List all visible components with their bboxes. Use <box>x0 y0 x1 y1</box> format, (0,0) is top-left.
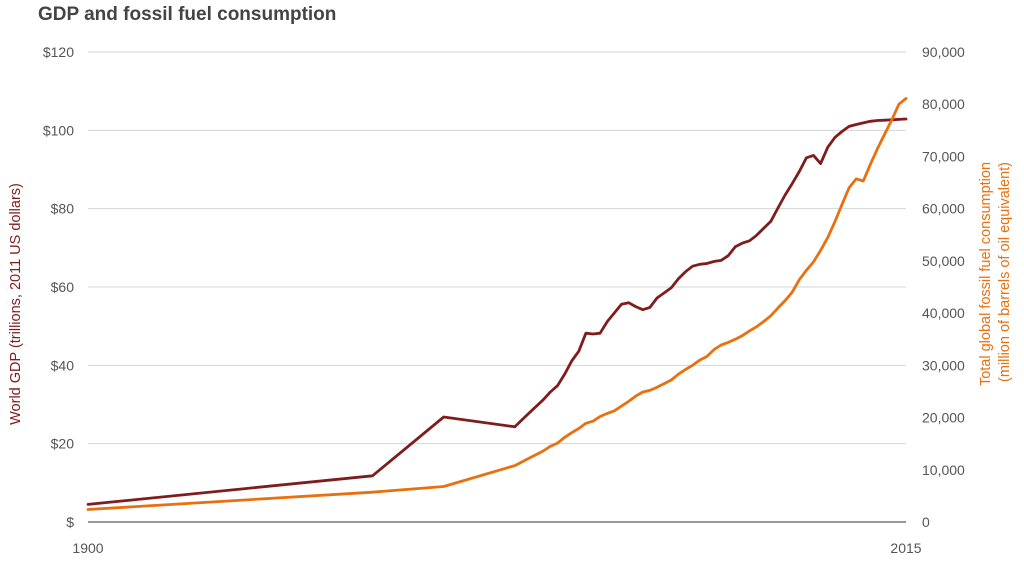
right-tick-label-9: 90,000 <box>922 44 965 60</box>
left-tick-label-2: $40 <box>51 357 75 373</box>
left-axis-ticks: $ $20 $40 $60 $80 $100 $120 <box>43 44 74 530</box>
right-axis-title-line-2: (million of barrels of oil equivalent) <box>997 162 1013 382</box>
right-axis-title: Total global fossil fuel consumption (mi… <box>978 158 1013 386</box>
right-axis-title-line-1: Total global fossil fuel consumption <box>978 162 994 386</box>
right-axis-ticks: 0 10,000 20,000 30,000 40,000 50,000 60,000 70,… <box>922 44 965 530</box>
series-lines <box>86 97 908 511</box>
left-tick-label-0: $ <box>66 514 74 530</box>
chart-title: GDP and fossil fuel consumption <box>38 4 337 25</box>
right-tick-label-3: 30,000 <box>922 357 965 373</box>
right-tick-label-4: 40,000 <box>922 305 965 321</box>
right-tick-label-8: 80,000 <box>922 96 965 112</box>
right-tick-label-7: 70,000 <box>922 148 965 164</box>
right-tick-label-6: 60,000 <box>922 201 965 217</box>
left-tick-label-4: $80 <box>51 201 75 217</box>
right-tick-label-5: 50,000 <box>922 253 965 269</box>
left-tick-label-6: $120 <box>43 44 74 60</box>
left-axis-title: World GDP (trillions, 2011 US dollars) <box>8 183 24 425</box>
left-tick-label-3: $60 <box>51 279 75 295</box>
fossil-fuel-line <box>86 97 908 511</box>
gridlines <box>88 51 906 523</box>
left-tick-label-1: $20 <box>51 436 75 452</box>
x-axis-ticks: 1900 2015 <box>72 540 921 556</box>
right-tick-label-2: 20,000 <box>922 410 965 426</box>
left-tick-label-5: $100 <box>43 122 74 138</box>
right-tick-label-0: 0 <box>922 514 930 530</box>
right-tick-label-1: 10,000 <box>922 462 965 478</box>
x-tick-label-1900: 1900 <box>72 540 103 556</box>
x-tick-label-2015: 2015 <box>890 540 921 556</box>
gdp-line <box>86 117 908 506</box>
